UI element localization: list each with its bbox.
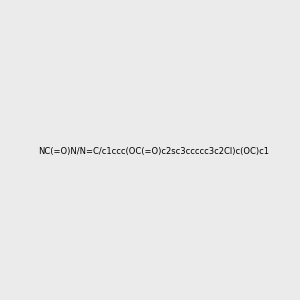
- Text: NC(=O)N/N=C/c1ccc(OC(=O)c2sc3ccccc3c2Cl)c(OC)c1: NC(=O)N/N=C/c1ccc(OC(=O)c2sc3ccccc3c2Cl)…: [38, 147, 269, 156]
